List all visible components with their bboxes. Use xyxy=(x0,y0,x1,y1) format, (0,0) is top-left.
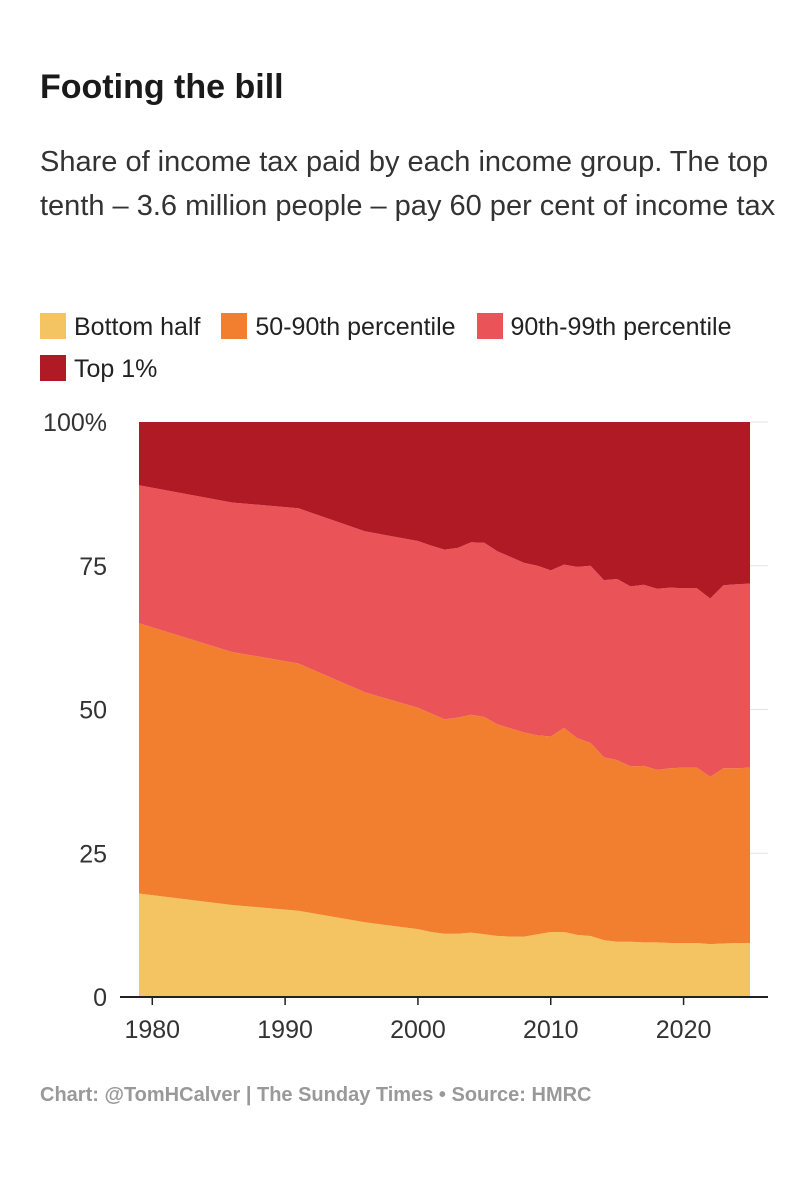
x-tick-label: 1990 xyxy=(257,1016,313,1044)
legend-label-top-1: Top 1% xyxy=(74,355,158,383)
legend-swatch-top-1 xyxy=(40,355,66,381)
stacked-area-chart: 0 25 50 75 100% 1980 1990 2000 2010 2020 xyxy=(43,409,768,1044)
footer-separator: • xyxy=(438,1084,446,1106)
x-tick-label: 2020 xyxy=(656,1016,712,1044)
footer-credit: Chart: @TomHCalver | The Sunday Times xyxy=(40,1084,434,1106)
y-tick-label: 75 xyxy=(79,553,107,581)
legend-item-top-1: Top 1% xyxy=(40,348,157,390)
chart-legend: Bottom half 50-90th percentile 90th-99th… xyxy=(40,306,780,390)
legend-label-90-99: 90th-99th percentile xyxy=(510,313,732,341)
legend-swatch-90-99 xyxy=(476,313,503,339)
area-series-top1 xyxy=(139,422,750,599)
legend-swatch-50-90 xyxy=(221,313,248,339)
y-tick-label: 100% xyxy=(43,409,107,437)
x-tick-label: 1980 xyxy=(124,1016,180,1044)
chart-area: 0 25 50 75 100% 1980 1990 2000 2010 2020 xyxy=(0,400,808,1080)
legend-label-bottom-half: Bottom half xyxy=(74,313,201,341)
area-series-bottom-half xyxy=(139,893,750,997)
y-tick-label: 25 xyxy=(79,840,107,868)
legend-item-90-99: 90th-99th percentile xyxy=(476,306,732,348)
area-series-p90-99 xyxy=(139,485,750,777)
legend-item-bottom-half: Bottom half xyxy=(40,306,200,348)
chart-footer: Chart: @TomHCalver | The Sunday Times • … xyxy=(40,1084,592,1107)
legend-item-50-90: 50-90th percentile xyxy=(221,306,456,348)
chart-title: Footing the bill xyxy=(40,68,284,106)
chart-subtitle: Share of income tax paid by each income … xyxy=(40,146,776,222)
x-tick-label: 2000 xyxy=(390,1016,446,1044)
x-tick-label: 2010 xyxy=(523,1016,579,1044)
footer-source: Source: HMRC xyxy=(451,1084,592,1106)
y-tick-label: 50 xyxy=(79,697,107,725)
area-series-p50-90 xyxy=(139,623,750,945)
legend-label-50-90: 50-90th percentile xyxy=(255,313,456,341)
legend-swatch-bottom-half xyxy=(40,313,66,339)
y-tick-label: 0 xyxy=(93,984,107,1012)
